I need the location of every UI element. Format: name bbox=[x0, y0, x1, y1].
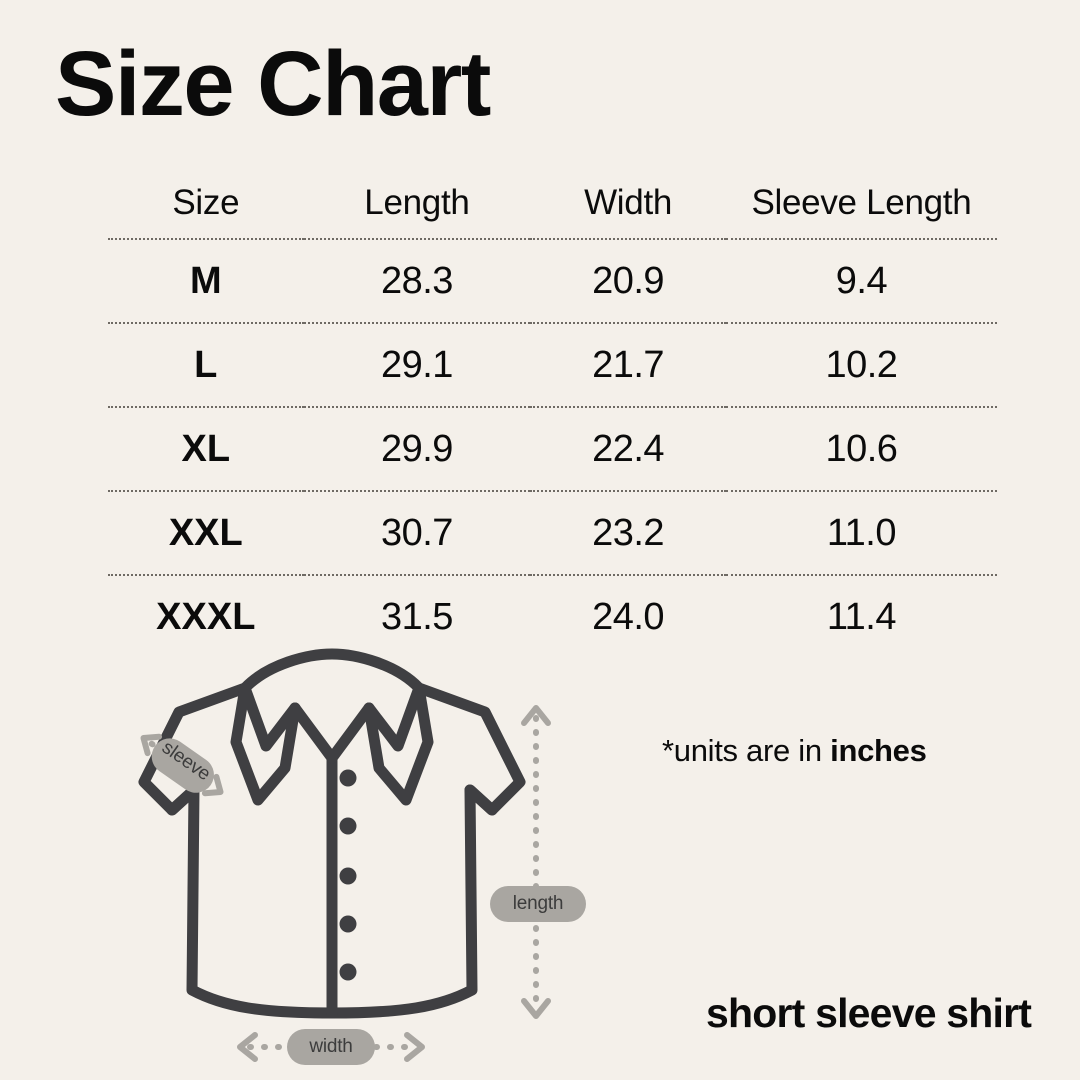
column-header-width: Width bbox=[584, 183, 673, 222]
cell-sleeve-length: 9.4 bbox=[835, 259, 888, 302]
cell-length: 29.1 bbox=[380, 343, 453, 386]
table-header: Size Length Width Sleeve Length bbox=[108, 168, 997, 239]
column-header-length: Length bbox=[364, 183, 470, 222]
shirt-icon bbox=[138, 648, 526, 1019]
cell-width: 23.2 bbox=[592, 511, 665, 554]
cell-size: XXXL bbox=[156, 595, 256, 638]
table-row: L 29.1 21.7 10.2 bbox=[108, 323, 997, 407]
cell-size: L bbox=[194, 343, 218, 386]
size-chart-table: Size Length Width Sleeve Length M 28.3 2… bbox=[108, 168, 997, 658]
cell-size: XXL bbox=[168, 511, 243, 554]
table-row: XXL 30.7 23.2 11.0 bbox=[108, 491, 997, 575]
page-title: Size Chart bbox=[55, 33, 491, 135]
cell-size: XL bbox=[181, 427, 231, 470]
width-label-text: width bbox=[308, 1036, 352, 1057]
column-header-sleeve-length: Sleeve Length bbox=[751, 183, 972, 222]
table-row: XXXL 31.5 24.0 11.4 bbox=[108, 575, 997, 658]
units-note: *units are in inches bbox=[662, 733, 927, 769]
button-icon bbox=[339, 963, 357, 981]
length-label-text: length bbox=[513, 893, 564, 914]
length-measure-arrow bbox=[521, 705, 551, 1019]
button-icon bbox=[339, 817, 357, 835]
cell-width: 22.4 bbox=[592, 427, 665, 470]
units-note-value: inches bbox=[830, 733, 927, 768]
cell-width: 21.7 bbox=[592, 343, 665, 386]
button-icon bbox=[339, 769, 357, 787]
button-icon bbox=[339, 915, 357, 933]
cell-sleeve-length: 11.0 bbox=[826, 511, 897, 554]
cell-sleeve-length: 11.4 bbox=[826, 595, 897, 638]
length-label: length bbox=[490, 886, 586, 922]
button-icon bbox=[339, 867, 357, 885]
cell-length: 28.3 bbox=[380, 259, 453, 302]
cell-width: 24.0 bbox=[592, 595, 665, 638]
table-body: M 28.3 20.9 9.4 L 29.1 21.7 10.2 XL 29.9… bbox=[108, 239, 997, 658]
units-note-prefix: *units are in bbox=[662, 733, 831, 768]
table-row: XL 29.9 22.4 10.6 bbox=[108, 407, 997, 491]
cell-size: M bbox=[189, 259, 222, 302]
shirt-illustration: length width sleeve bbox=[138, 648, 586, 1070]
table-row: M 28.3 20.9 9.4 bbox=[108, 239, 997, 323]
garment-caption: short sleeve shirt bbox=[706, 990, 1032, 1036]
cell-sleeve-length: 10.2 bbox=[825, 343, 898, 386]
cell-length: 30.7 bbox=[380, 511, 453, 554]
width-label: width bbox=[287, 1029, 375, 1065]
cell-sleeve-length: 10.6 bbox=[825, 427, 898, 470]
column-header-size: Size bbox=[172, 183, 240, 222]
cell-width: 20.9 bbox=[592, 259, 665, 302]
cell-length: 31.5 bbox=[380, 595, 453, 638]
shirt-buttons bbox=[339, 769, 357, 981]
table-header-row: Size Length Width Sleeve Length bbox=[108, 168, 997, 239]
cell-length: 29.9 bbox=[380, 427, 453, 470]
